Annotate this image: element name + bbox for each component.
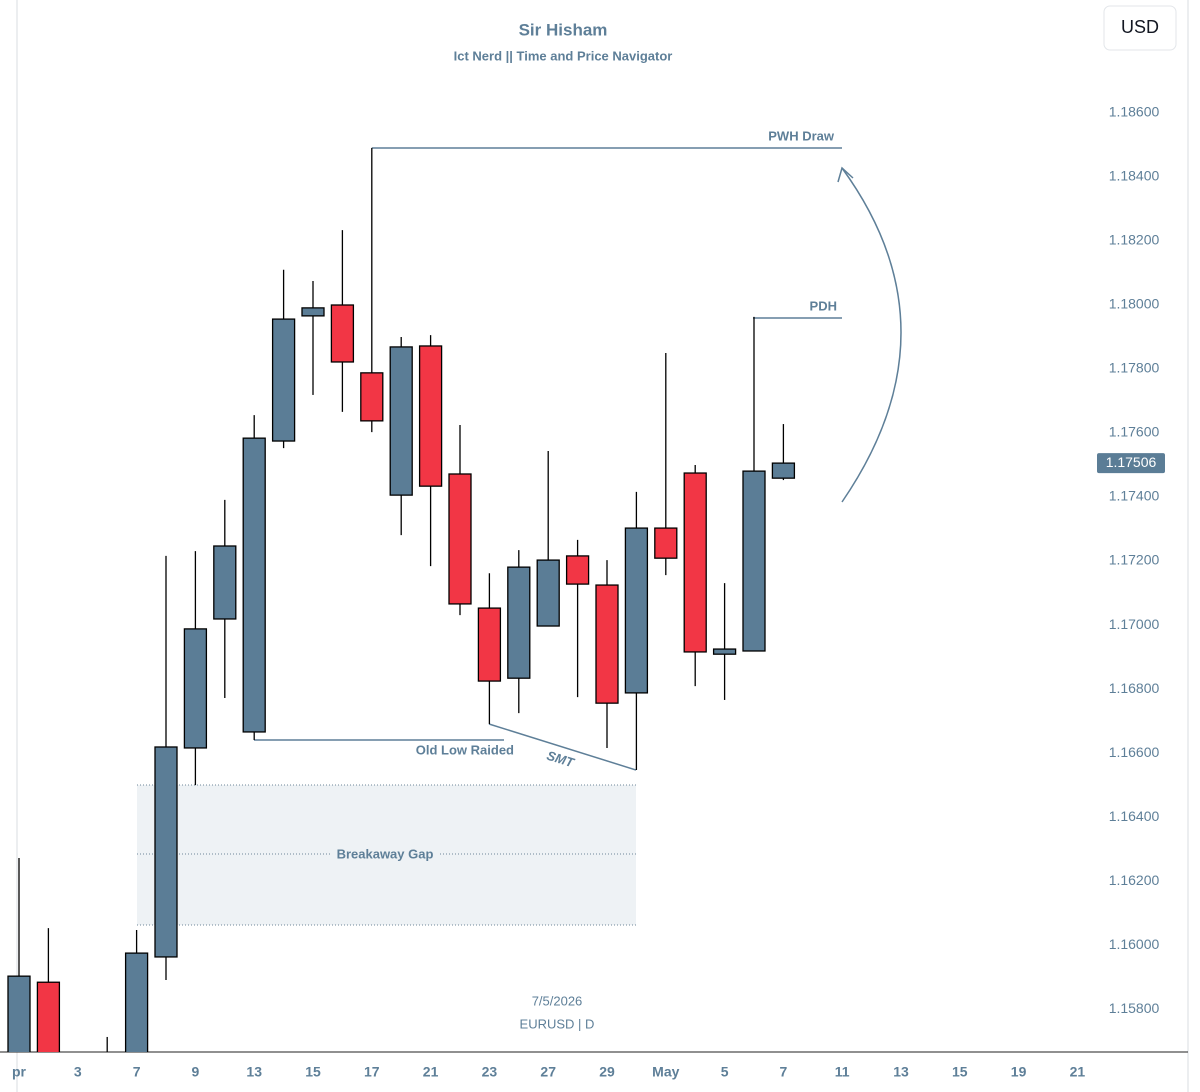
annotation: PDH bbox=[810, 298, 837, 313]
candle-body bbox=[742, 470, 766, 652]
y-tick-label: 1.18200 bbox=[1109, 232, 1160, 248]
x-tick-label: 21 bbox=[1070, 1064, 1086, 1080]
candle-body bbox=[477, 607, 502, 682]
candle-body bbox=[36, 981, 61, 1052]
candle-body bbox=[330, 304, 355, 363]
chart-title: Sir Hisham bbox=[519, 20, 608, 39]
candle-body bbox=[418, 345, 443, 487]
y-tick-label: 1.17200 bbox=[1109, 552, 1160, 568]
x-tick-label: 27 bbox=[540, 1064, 556, 1080]
candle-body bbox=[565, 555, 590, 585]
candle-body bbox=[124, 952, 149, 1052]
candle-body bbox=[536, 559, 560, 627]
y-tick-label: 1.17600 bbox=[1109, 424, 1160, 440]
candle-body bbox=[183, 628, 208, 749]
x-tick-label: 21 bbox=[423, 1064, 439, 1080]
currency-button[interactable] bbox=[1103, 5, 1177, 51]
arrow-head bbox=[837, 166, 854, 183]
x-tick-label: 17 bbox=[364, 1064, 380, 1080]
annotation: Breakaway Gap bbox=[337, 846, 434, 861]
watermark-date: 7/5/2026 bbox=[532, 993, 583, 1008]
candle-body bbox=[271, 318, 296, 442]
y-tick-label: 1.17000 bbox=[1109, 616, 1160, 632]
candle-body bbox=[213, 545, 237, 620]
x-tick-label: 15 bbox=[952, 1064, 968, 1080]
candle-body bbox=[242, 437, 266, 733]
annotation: PWH Draw bbox=[768, 128, 835, 143]
candle-body bbox=[7, 975, 31, 1052]
watermark-symbol: EURUSD | D bbox=[520, 1016, 595, 1031]
x-tick-label: 23 bbox=[482, 1064, 498, 1080]
x-tick-label: 5 bbox=[721, 1064, 729, 1080]
x-tick-label: pr bbox=[12, 1064, 27, 1080]
x-tick-label: 19 bbox=[1011, 1064, 1027, 1080]
y-tick-label: 1.17800 bbox=[1109, 360, 1160, 376]
y-tick-label: 1.15800 bbox=[1109, 1000, 1160, 1016]
x-tick-label: 7 bbox=[780, 1064, 788, 1080]
candle-body bbox=[712, 648, 737, 655]
y-tick-label: 1.16800 bbox=[1109, 680, 1160, 696]
arrow bbox=[841, 167, 902, 503]
candle-body bbox=[771, 462, 796, 479]
currency-label[interactable]: USD bbox=[1121, 17, 1159, 37]
candle-body bbox=[360, 372, 384, 422]
y-tick-label: 1.18600 bbox=[1109, 104, 1160, 120]
candle-body bbox=[448, 473, 472, 605]
candles bbox=[7, 147, 796, 1052]
chart-subtitle: Ict Nerd || Time and Price Navigator bbox=[454, 48, 673, 63]
last-price-label: 1.17506 bbox=[1106, 454, 1157, 470]
x-tick-label: 15 bbox=[305, 1064, 321, 1080]
gap-zone bbox=[137, 785, 636, 925]
smt-line bbox=[488, 723, 637, 771]
x-tick-label: 29 bbox=[599, 1064, 615, 1080]
candle-body bbox=[624, 527, 649, 694]
candle-body bbox=[654, 527, 678, 559]
y-tick-label: 1.17400 bbox=[1109, 488, 1160, 504]
y-tick-label: 1.18000 bbox=[1109, 296, 1160, 312]
y-tick-label: 1.16000 bbox=[1109, 936, 1160, 952]
x-tick-label: 7 bbox=[133, 1064, 141, 1080]
candle-body bbox=[683, 472, 707, 653]
x-tick-label: 11 bbox=[835, 1064, 850, 1080]
candle-body bbox=[507, 566, 531, 679]
last-price-tag bbox=[1097, 453, 1165, 474]
y-tick-label: 1.16400 bbox=[1109, 808, 1160, 824]
candle-body bbox=[301, 307, 325, 317]
candle-body bbox=[389, 346, 413, 496]
annotation: Old Low Raided bbox=[416, 742, 514, 757]
x-tick-label: May bbox=[652, 1064, 679, 1080]
x-tick-label: 3 bbox=[74, 1064, 82, 1080]
x-tick-label: 13 bbox=[893, 1064, 909, 1080]
candle-body bbox=[154, 746, 178, 958]
x-tick-label: 9 bbox=[192, 1064, 200, 1080]
y-tick-label: 1.16600 bbox=[1109, 744, 1160, 760]
y-tick-label: 1.18400 bbox=[1109, 168, 1160, 184]
x-tick-label: 13 bbox=[246, 1064, 262, 1080]
y-tick-label: 1.16200 bbox=[1109, 872, 1160, 888]
candle-body bbox=[595, 584, 619, 704]
